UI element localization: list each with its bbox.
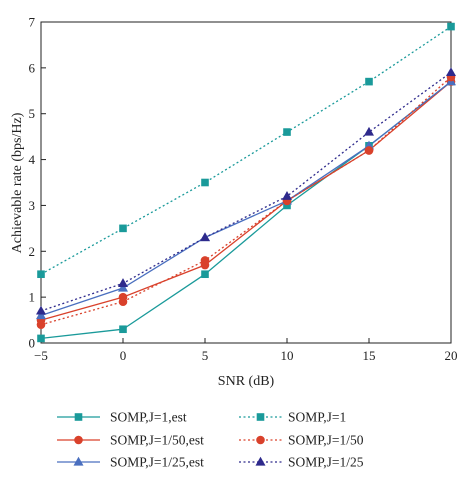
y-tick-label: 3	[29, 198, 36, 213]
legend-label: SOMP,J=1/50,est	[110, 433, 204, 448]
y-tick-label: 1	[29, 290, 36, 305]
legend-marker	[74, 435, 83, 445]
legend-marker	[256, 435, 265, 445]
data-point-series-5	[118, 297, 128, 307]
data-point-series-6	[282, 191, 292, 200]
legend-item: SOMP,J=1	[239, 410, 346, 425]
series-line-3	[40, 81, 452, 317]
x-tick-label: 0	[120, 348, 127, 363]
data-point-series-4	[283, 128, 291, 136]
series-lines	[40, 26, 452, 340]
data-point-series-5	[364, 146, 374, 155]
y-tick-label: 4	[29, 152, 36, 167]
data-point-series-6	[200, 232, 210, 242]
y-tick-label: 0	[29, 336, 36, 351]
data-point-series-1	[201, 270, 209, 279]
data-point-series-5	[200, 256, 210, 265]
data-point-series-3	[118, 282, 128, 292]
data-point-series-4	[447, 22, 455, 31]
legend-item: SOMP,J=1/25,est	[57, 455, 204, 470]
data-point-series-1	[283, 201, 291, 210]
series-line-6	[40, 71, 452, 312]
series-line-4	[40, 26, 452, 275]
legend-label: SOMP,J=1,est	[110, 410, 187, 425]
legend-item: SOMP,J=1/25	[239, 455, 364, 470]
legend-item: SOMP,J=1,est	[57, 410, 187, 425]
legend-item: SOMP,J=1/50,est	[57, 433, 204, 448]
x-tick-label: 15	[363, 348, 376, 363]
x-tick-label: −5	[34, 348, 48, 363]
legend: SOMP,J=1,est SOMP,J=1/50,est SOMP,J=1/25,e…	[57, 410, 364, 470]
data-point-series-6	[118, 278, 128, 287]
legend-item: SOMP,J=1/50	[239, 433, 364, 448]
data-point-series-6	[446, 67, 456, 77]
y-tick-label: 6	[29, 60, 36, 75]
legend-marker	[256, 413, 265, 421]
data-point-series-6	[364, 126, 374, 136]
legend-marker	[255, 456, 266, 466]
data-point-series-6	[36, 305, 46, 315]
y-tick-label: 5	[29, 106, 36, 121]
data-point-series-4	[37, 270, 45, 279]
plot-frame	[40, 21, 452, 344]
x-tick-label: 20	[445, 348, 458, 363]
x-axis-label: SNR (dB)	[218, 374, 275, 389]
legend-label: SOMP,J=1/50	[288, 433, 364, 448]
legend-label: SOMP,J=1/25,est	[110, 455, 204, 470]
y-tick-label: 7	[29, 15, 36, 30]
y-tick-label: 2	[29, 244, 36, 259]
plot-area	[40, 21, 452, 344]
series-markers	[36, 22, 456, 343]
legend-label: SOMP,J=1/25	[288, 455, 364, 470]
legend-marker	[74, 413, 83, 421]
data-point-series-4	[201, 178, 209, 187]
series-line-5	[40, 76, 452, 326]
data-point-series-5	[36, 320, 46, 329]
data-point-series-1	[119, 325, 127, 334]
legend-label: SOMP,J=1	[288, 410, 346, 425]
y-axis-label: Achievable rate (bps/Hz)	[10, 112, 25, 253]
data-point-series-1	[37, 334, 45, 343]
data-point-series-4	[119, 224, 127, 233]
x-tick-label: 10	[281, 348, 294, 363]
data-point-series-3	[36, 310, 46, 320]
x-tick-label: 5	[202, 348, 209, 363]
x-axis-ticks: −5 0 5 10 15 20	[34, 338, 458, 363]
series-line-1	[40, 81, 452, 340]
data-point-series-4	[365, 77, 373, 86]
y-axis-ticks: 0 1 2 3 4 5 6 7	[29, 15, 46, 351]
legend-marker	[73, 456, 84, 466]
